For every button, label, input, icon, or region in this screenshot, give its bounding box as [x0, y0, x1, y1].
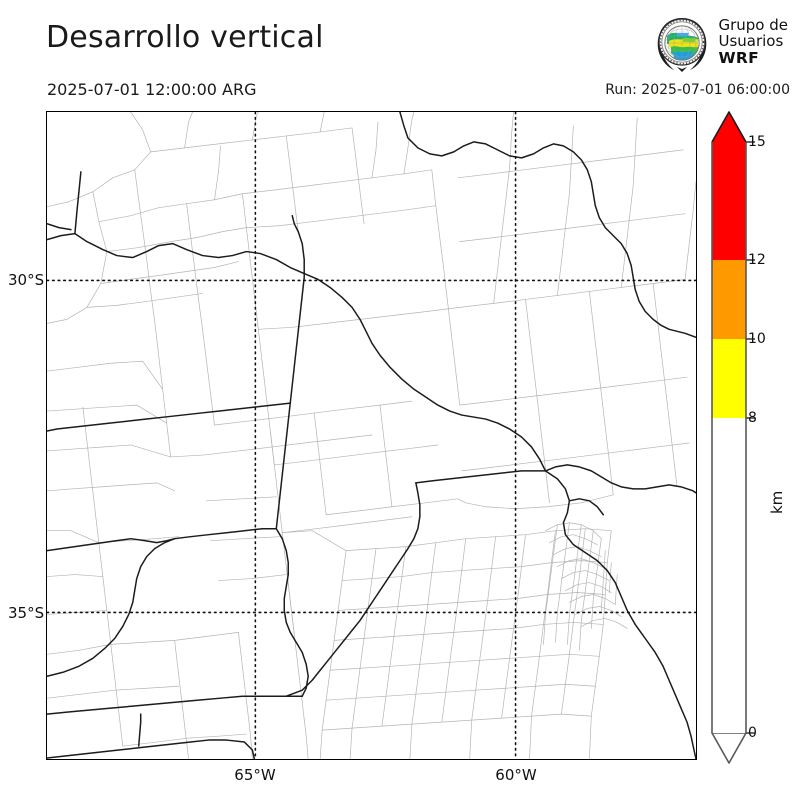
map-plot-area[interactable] — [46, 111, 697, 760]
logo-text: Grupo de Usuarios WRF — [718, 18, 788, 67]
xtick-label-60W: 60°W — [495, 766, 537, 784]
map-canvas — [47, 112, 696, 759]
header: Desarrollo vertical 2025-07-01 12:00:00 … — [0, 0, 800, 110]
valid-time-label: 2025-07-01 12:00:00 ARG — [47, 80, 257, 99]
logo-line-3: WRF — [718, 48, 760, 67]
colorbar-tick-15: 15 — [748, 134, 766, 150]
colorbar-unit-label: km — [768, 490, 786, 514]
colorbar-tick-12: 12 — [748, 252, 766, 268]
graticule — [47, 112, 696, 759]
colorbar-ticks — [746, 141, 755, 734]
ytick-label-30S: 30°S — [8, 271, 45, 289]
globe-emblem-icon — [653, 14, 711, 72]
logo-line-2: Usuarios — [718, 31, 784, 50]
colorbar-tick-10: 10 — [748, 331, 766, 347]
run-time-label: Run: 2025-07-01 06:00:00 — [605, 82, 790, 98]
colorbar[interactable]: 15 12 10 8 0 km — [706, 108, 800, 768]
xtick-label-65W: 65°W — [234, 766, 276, 784]
colorbar-band-12-15 — [712, 142, 746, 260]
province-boundaries — [47, 112, 696, 759]
colorbar-tick-8: 8 — [748, 410, 757, 426]
department-boundaries — [47, 112, 696, 759]
colorbar-svg — [711, 111, 755, 764]
page-title: Desarrollo vertical — [46, 20, 324, 55]
colorbar-under-arrow — [711, 732, 747, 764]
logo-line-1: Grupo de — [718, 16, 788, 35]
colorbar-band-10-12 — [712, 260, 746, 339]
ytick-label-35S: 35°S — [8, 604, 45, 622]
colorbar-band-0-8 — [712, 418, 746, 733]
colorbar-band-8-10 — [712, 339, 746, 418]
brand-logo: Grupo de Usuarios WRF — [653, 12, 788, 74]
colorbar-over-arrow — [711, 111, 747, 143]
colorbar-tick-0: 0 — [748, 725, 757, 741]
